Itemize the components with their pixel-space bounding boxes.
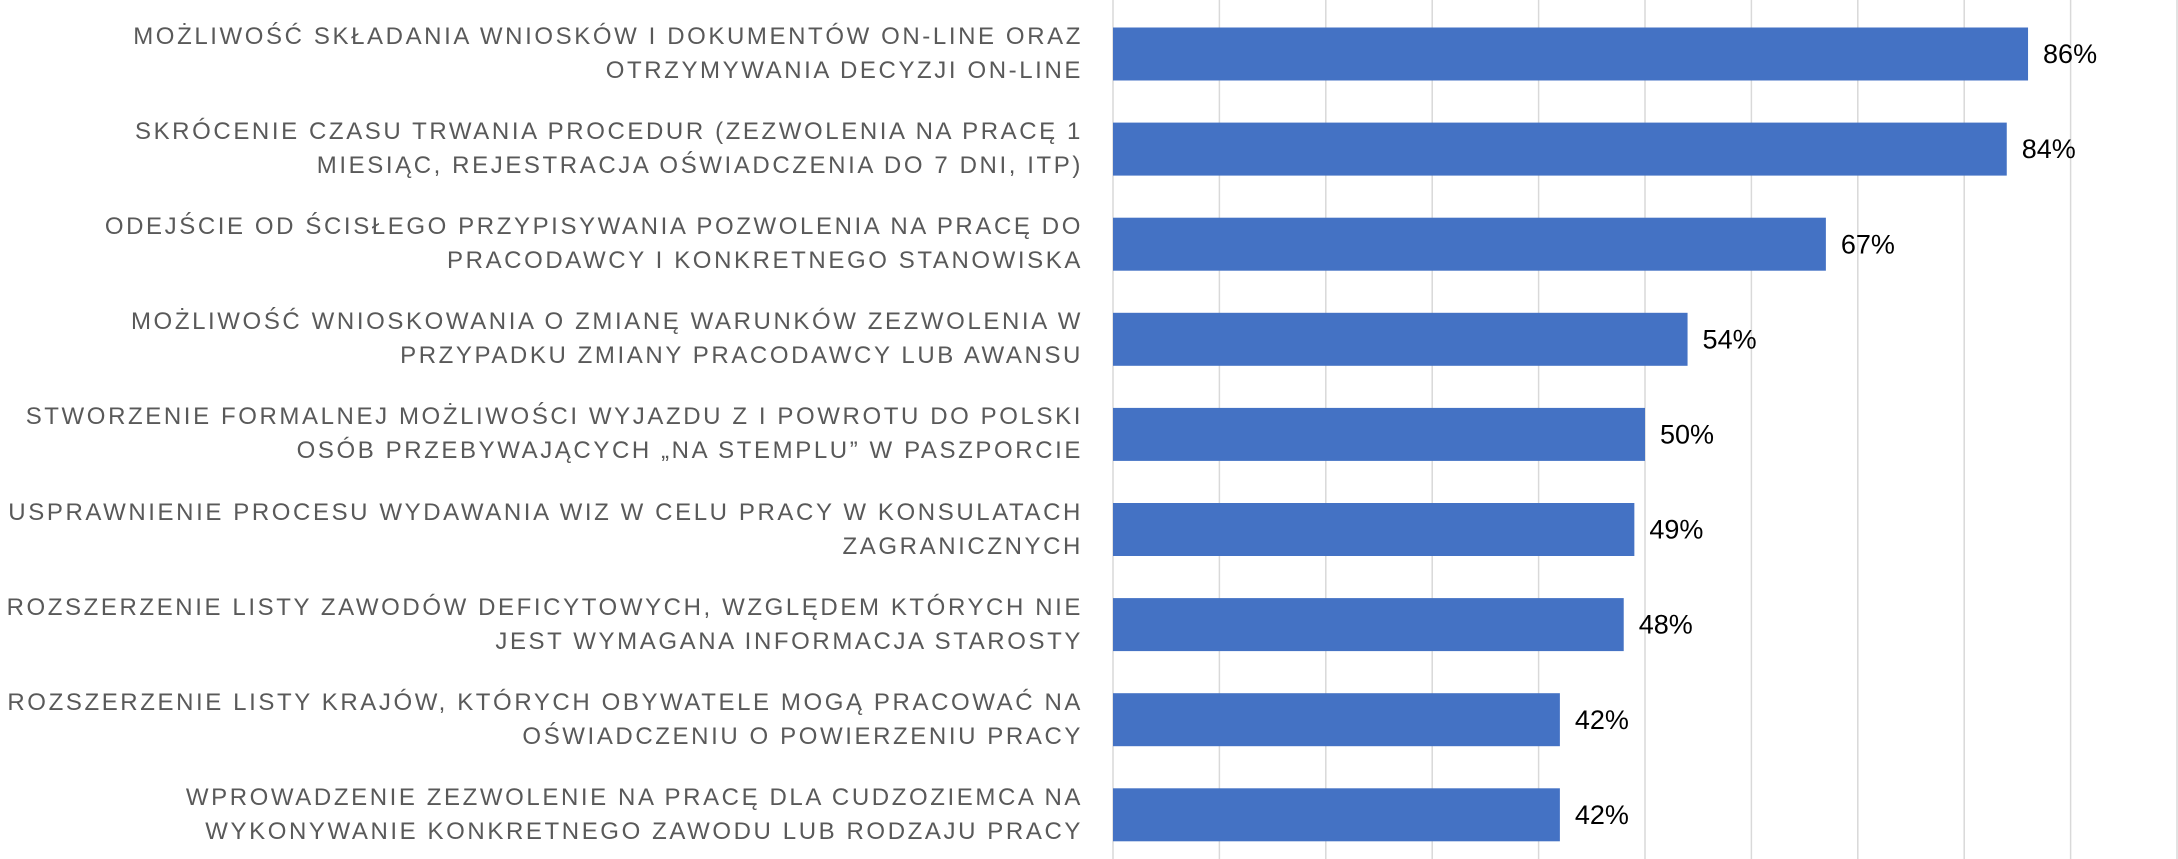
bar [1113, 312, 1688, 366]
category-label: USPRAWNIENIE PROCESU WYDAWANIA WIZ W CEL… [8, 498, 1083, 560]
bar [1113, 217, 1826, 271]
bar [1113, 788, 1560, 842]
category-label: ODEJŚCIE OD ŚCISŁEGO PRZYPISYWANIA POZWO… [104, 213, 1083, 275]
category-label: STWORZENIE FORMALNEJ MOŻLIWOŚCI WYJAZDU … [25, 403, 1083, 465]
bar [1113, 122, 2007, 176]
bar [1113, 27, 2029, 81]
category-label: ROZSZERZENIE LISTY ZAWODÓW DEFICYTOWYCH,… [6, 593, 1083, 655]
bar [1113, 503, 1635, 556]
category-label: SKRÓCENIE CZASU TRWANIA PROCEDUR (ZEZWOL… [134, 118, 1083, 180]
value-label: 84% [2022, 134, 2076, 164]
value-label: 67% [1841, 229, 1895, 259]
bar [1113, 693, 1560, 747]
value-label: 48% [1639, 610, 1693, 640]
category-label: MOŻLIWOŚĆ SKŁADANIA WNIOSKÓW I DOKUMENTÓ… [133, 23, 1083, 84]
category-label: WPROWADZENIE ZEZWOLENIE NA PRACĘ DLA CUD… [185, 783, 1083, 845]
value-label: 54% [1703, 324, 1757, 354]
value-label: 49% [1649, 515, 1703, 545]
value-label: 42% [1575, 800, 1629, 830]
value-label: 86% [2043, 39, 2097, 69]
bar [1113, 598, 1624, 652]
category-label: MOŻLIWOŚĆ WNIOSKOWANIA O ZMIANĘ WARUNKÓW… [130, 308, 1083, 370]
value-label: 50% [1660, 420, 1714, 450]
bar [1113, 407, 1645, 461]
category-label: ROZSZERZENIE LISTY KRAJÓW, KTÓRYCH OBYWA… [7, 688, 1083, 750]
value-label: 42% [1575, 705, 1629, 735]
